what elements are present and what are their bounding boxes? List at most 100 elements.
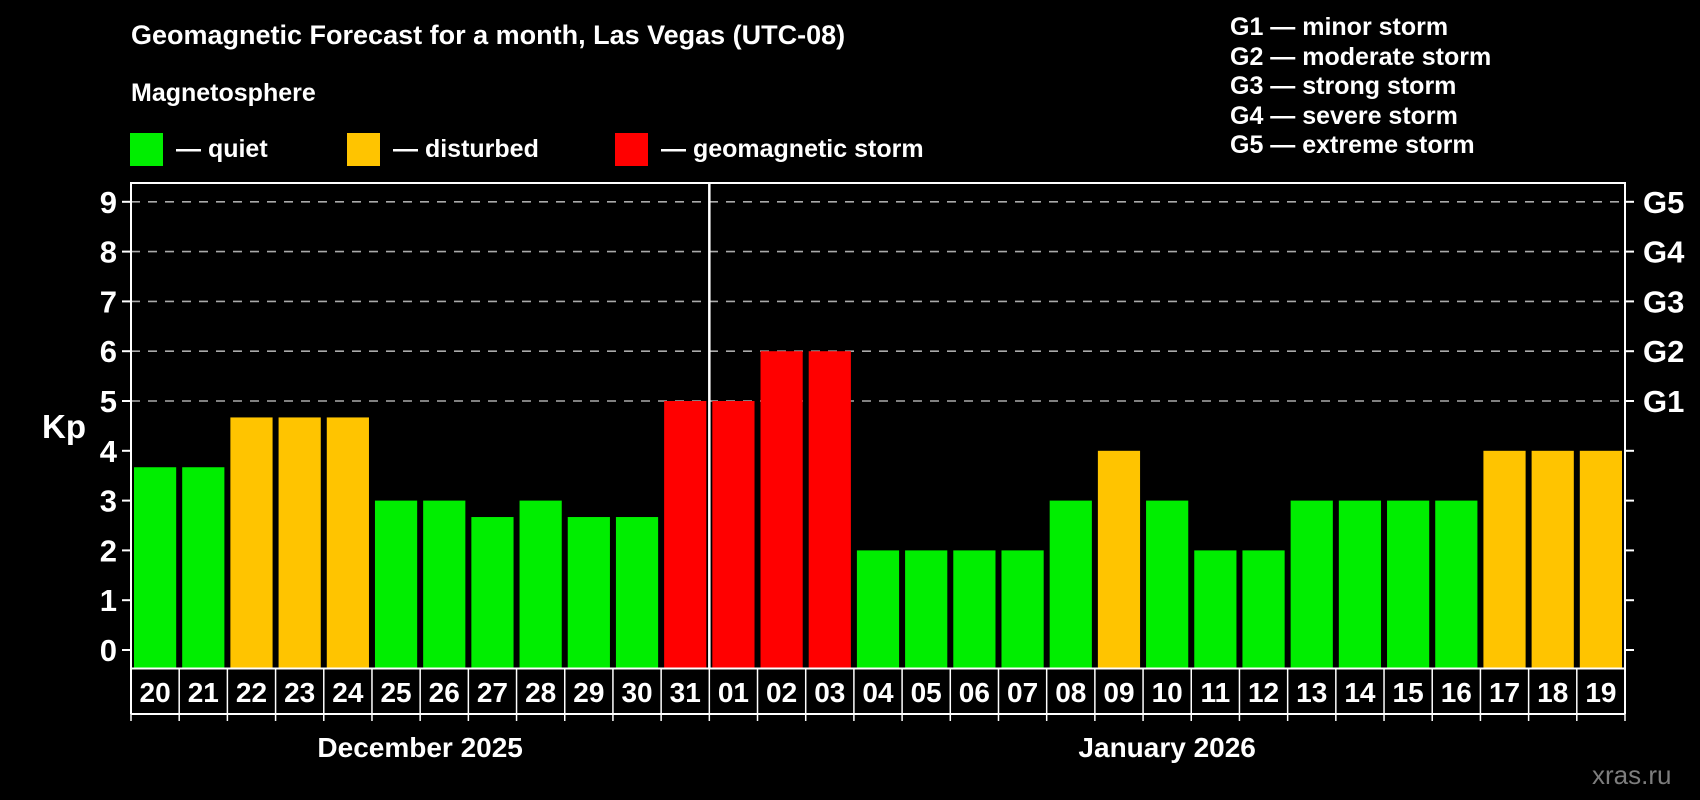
bar-day-18	[1531, 450, 1574, 669]
g-level-label: G4	[1643, 235, 1685, 270]
legend-label-disturbed: — disturbed	[393, 134, 539, 163]
y-tick-label: 9	[100, 185, 117, 220]
bar-day-21	[182, 467, 225, 669]
bar-day-06	[953, 550, 996, 669]
day-label: 18	[1537, 677, 1568, 708]
bar-day-17	[1483, 450, 1526, 669]
bar-day-12	[1242, 550, 1285, 669]
bar-day-20	[134, 467, 177, 669]
day-label: 16	[1441, 677, 1472, 708]
y-tick-label: 5	[100, 384, 117, 419]
bar-day-03	[808, 351, 851, 669]
day-label: 24	[332, 677, 364, 708]
bar-day-29	[567, 517, 610, 669]
storm-color-swatch-icon	[615, 132, 648, 166]
bar-day-09	[1097, 450, 1141, 669]
day-label: 10	[1152, 677, 1183, 708]
g-level-label: G2	[1643, 334, 1684, 369]
quiet-color-swatch-icon	[130, 132, 163, 166]
bar-day-23	[278, 417, 321, 669]
g-scale-legend: G1 — minor storm G2 — moderate storm G3 …	[1230, 13, 1491, 161]
day-label: 13	[1296, 677, 1327, 708]
kp-axis-label: Kp	[42, 408, 86, 445]
day-label: 02	[766, 677, 797, 708]
day-label: 09	[1103, 677, 1134, 708]
g-level-label: G1	[1643, 384, 1684, 419]
day-label: 29	[573, 677, 604, 708]
y-tick-label: 1	[100, 583, 117, 618]
day-label: 04	[862, 677, 894, 708]
bar-day-10	[1146, 500, 1189, 669]
day-label: 05	[911, 677, 942, 708]
bar-day-13	[1290, 500, 1333, 669]
bar-day-30	[615, 517, 659, 669]
bar-day-24	[326, 417, 369, 669]
month-label: December 2025	[317, 732, 522, 763]
y-tick-label: 8	[100, 235, 117, 270]
day-label: 25	[380, 677, 411, 708]
g-scale-line-g3: G3 — strong storm	[1230, 72, 1457, 100]
day-label: 03	[814, 677, 845, 708]
legend-label-storm: — geomagnetic storm	[661, 134, 924, 163]
day-label: 12	[1248, 677, 1279, 708]
bar-day-14	[1338, 500, 1382, 669]
g-scale-line-g2: G2 — moderate storm	[1230, 42, 1492, 71]
g-level-label: G5	[1643, 185, 1684, 220]
bar-day-19	[1579, 450, 1622, 669]
day-label: 22	[236, 677, 267, 708]
day-label: 23	[284, 677, 315, 708]
day-label: 06	[959, 677, 990, 708]
day-label: 20	[140, 677, 171, 708]
legend-item-storm: — geomagnetic storm	[615, 132, 924, 166]
bar-day-31	[664, 401, 707, 669]
day-label: 28	[525, 677, 556, 708]
bar-day-16	[1435, 500, 1478, 669]
bar-day-28	[519, 500, 562, 669]
bar-day-08	[1049, 500, 1092, 669]
bar-day-15	[1387, 500, 1430, 669]
bar-day-11	[1194, 550, 1237, 669]
y-tick-label: 2	[100, 533, 117, 568]
y-tick-label: 7	[100, 284, 117, 319]
disturbed-color-swatch-icon	[347, 132, 380, 166]
y-tick-label: 4	[100, 434, 118, 469]
bar-day-25	[374, 500, 418, 669]
day-label: 07	[1007, 677, 1038, 708]
day-label: 15	[1393, 677, 1424, 708]
day-label: 26	[429, 677, 460, 708]
magnetosphere-label: Magnetosphere	[131, 79, 316, 107]
xras-watermark: xras.ru	[1592, 760, 1672, 790]
g-level-label: G3	[1643, 284, 1684, 319]
g-scale-line-g1: G1 — minor storm	[1230, 13, 1449, 41]
bar-day-07	[1001, 550, 1044, 669]
day-label: 11	[1201, 677, 1231, 708]
bar-day-02	[760, 351, 803, 669]
day-label: 30	[621, 677, 652, 708]
y-tick-label: 3	[100, 484, 117, 519]
day-label: 19	[1585, 677, 1616, 708]
day-label: 27	[477, 677, 508, 708]
g-scale-line-g5: G5 — extreme storm	[1230, 131, 1475, 159]
bar-day-05	[905, 550, 948, 669]
y-tick-label: 6	[100, 334, 117, 369]
legend-label-quiet: — quiet	[176, 134, 268, 163]
day-label: 14	[1344, 677, 1376, 708]
day-label: 21	[188, 677, 219, 708]
bar-day-04	[856, 550, 900, 669]
legend-item-disturbed: — disturbed	[347, 132, 539, 166]
month-label: January 2026	[1078, 732, 1255, 763]
bar-day-01	[712, 401, 755, 669]
day-label: 31	[670, 677, 701, 708]
legend-item-quiet: — quiet	[130, 132, 268, 166]
bar-day-22	[230, 417, 273, 669]
bar-day-27	[471, 517, 514, 669]
day-label: 01	[718, 677, 749, 708]
chart-title: Geomagnetic Forecast for a month, Las Ve…	[131, 20, 846, 50]
bar-day-26	[423, 500, 466, 669]
g-scale-line-g4: G4 — severe storm	[1230, 101, 1458, 130]
y-tick-label: 0	[100, 633, 117, 668]
day-label: 17	[1489, 677, 1520, 708]
day-label: 08	[1055, 677, 1086, 708]
